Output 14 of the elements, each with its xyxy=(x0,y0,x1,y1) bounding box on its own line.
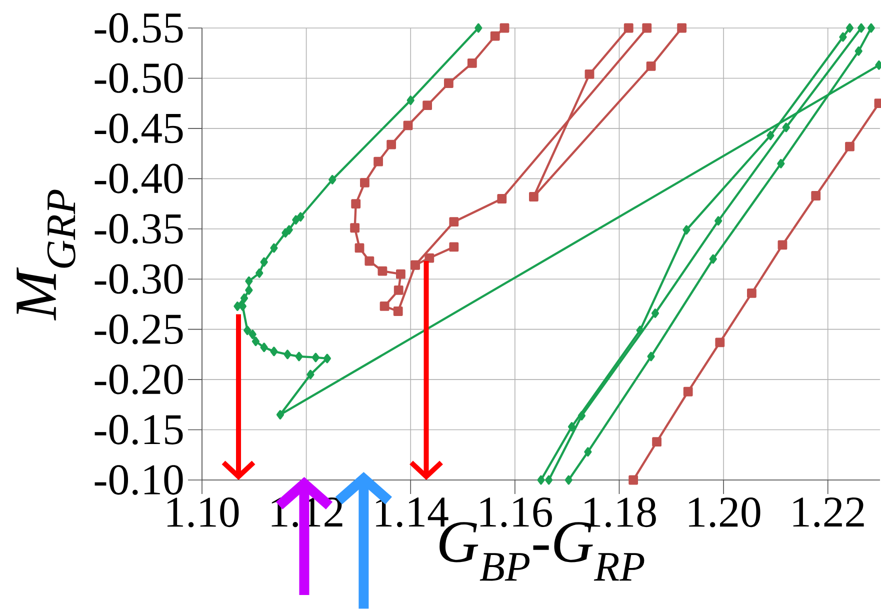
y-tick-label: -0.35 xyxy=(94,214,183,244)
y-tick-label: -0.45 xyxy=(94,114,183,144)
x-tick-label: 1.10 xyxy=(168,498,239,528)
x-tick-label: 1.22 xyxy=(793,498,864,528)
y-tick-label: -0.15 xyxy=(94,414,183,445)
y-tick-label: -0.55 xyxy=(94,13,183,43)
y-axis-title: M$_{GRP}$ xyxy=(16,190,76,321)
y-tick-label: -0.30 xyxy=(94,264,183,294)
x-tick-label: 1.20 xyxy=(689,498,760,528)
y-tick-label: -0.40 xyxy=(94,164,183,194)
y-tick-label: -0.25 xyxy=(94,314,183,344)
y-tick-label: -0.20 xyxy=(94,364,183,394)
y-tick-label: -0.50 xyxy=(94,63,183,94)
y-tick-label: -0.10 xyxy=(94,465,183,495)
